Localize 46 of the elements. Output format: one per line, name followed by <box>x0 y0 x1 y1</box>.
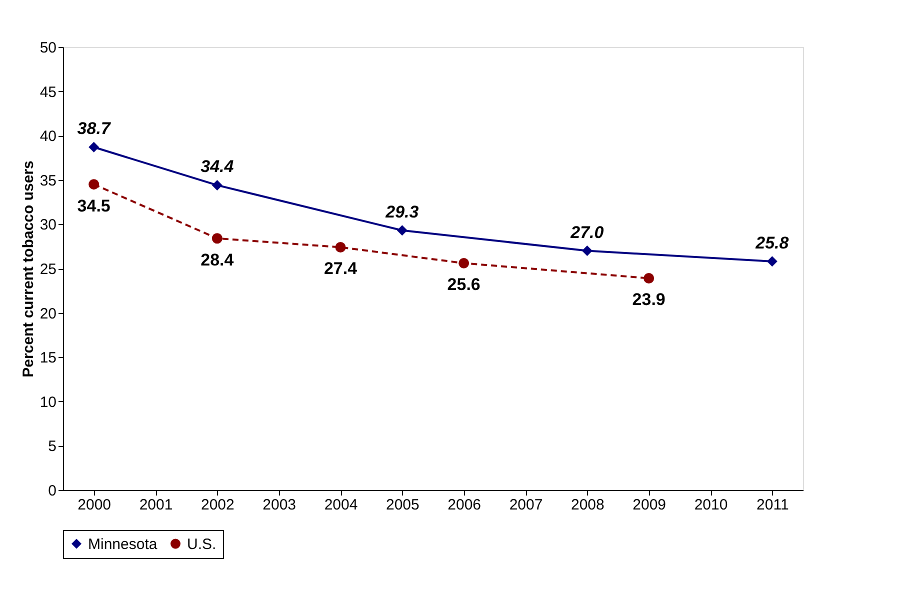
y-tick-label: 15 <box>40 350 56 367</box>
x-tick-label: 2000 <box>78 496 112 514</box>
y-axis-title: Percent current tobacco users <box>20 160 37 378</box>
data-label: 27.4 <box>324 259 358 278</box>
point <box>396 225 408 236</box>
point <box>212 180 222 190</box>
data-label: 27.0 <box>570 222 604 242</box>
y-tick-label: 20 <box>40 305 56 322</box>
x-tick-label: 2009 <box>632 496 666 514</box>
y-tick-label: 45 <box>40 84 56 101</box>
y-tick-label: 40 <box>40 128 56 146</box>
point <box>582 246 592 256</box>
x-tick-label: 2007 <box>509 496 543 514</box>
x-tick-label: 2004 <box>324 496 358 514</box>
y-tick-label: 50 <box>40 40 56 56</box>
y-tick-label: 5 <box>48 438 56 456</box>
point <box>766 256 778 267</box>
data-label: 38.7 <box>77 119 112 138</box>
y-tick-label: 25 <box>40 261 56 278</box>
x-tick-label: 2005 <box>386 496 420 514</box>
x-tick-label: 2008 <box>570 496 604 514</box>
x-tick-label: 2002 <box>200 496 234 514</box>
legend-label: Minnesota <box>88 536 158 553</box>
point <box>335 242 346 252</box>
point <box>644 273 654 284</box>
point <box>88 142 100 152</box>
data-label: 34.5 <box>77 196 110 216</box>
x-tick-label: 2011 <box>756 496 789 514</box>
data-label: 28.4 <box>200 250 234 270</box>
x-tick-label: 2001 <box>139 496 173 514</box>
x-tick-label: 2010 <box>694 496 728 514</box>
legend-label: U.S. <box>187 536 216 553</box>
data-label: 25.6 <box>447 275 480 294</box>
y-tick-label: 35 <box>40 172 56 190</box>
data-label: 25.8 <box>754 233 790 252</box>
x-tick-label: 2003 <box>262 496 296 514</box>
point <box>88 179 100 190</box>
point <box>458 258 470 268</box>
point <box>212 233 222 244</box>
y-tick-label: 0 <box>48 482 56 500</box>
data-label: 34.4 <box>200 157 234 176</box>
x-tick-label: 2006 <box>448 496 482 514</box>
data-label: 29.3 <box>384 202 420 222</box>
y-tick-label: 30 <box>40 216 56 234</box>
data-label: 23.9 <box>632 290 666 310</box>
y-tick-label: 10 <box>40 394 56 411</box>
